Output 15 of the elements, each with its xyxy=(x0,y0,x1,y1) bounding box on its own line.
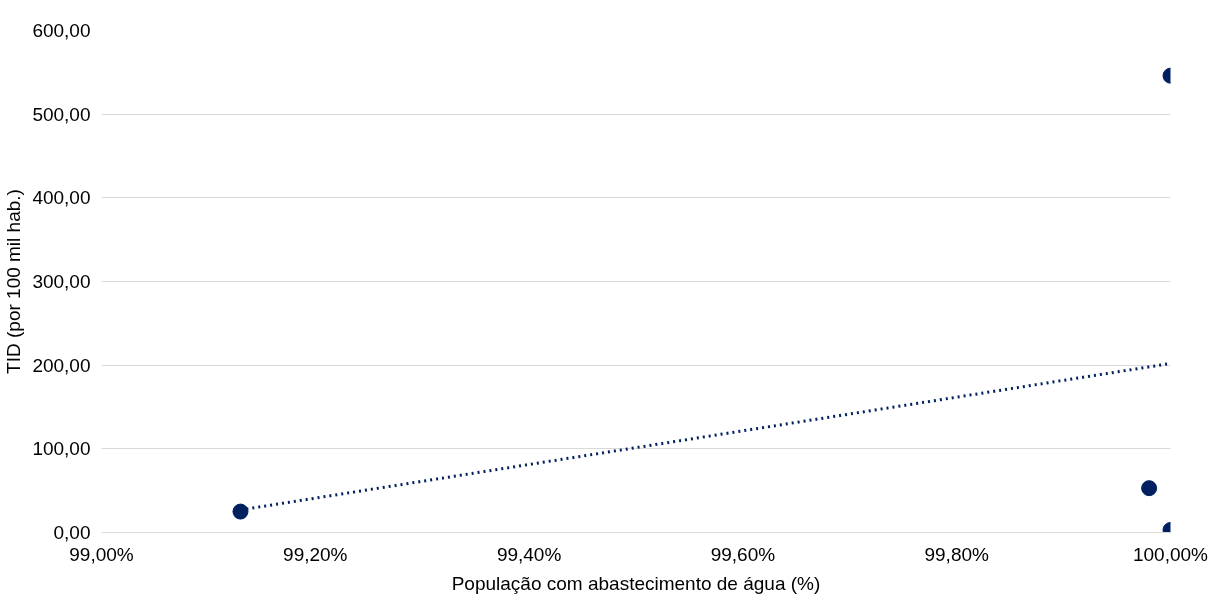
x-tick-label: 99,20% xyxy=(283,543,348,565)
x-tick-label: 99,40% xyxy=(496,543,562,565)
y-tick-label: 200,00 xyxy=(32,354,91,376)
y-tick-label: 400,00 xyxy=(32,187,91,209)
x-tick-label: 99,60% xyxy=(710,543,776,565)
x-axis-title: População com abastecimento de água (%) xyxy=(451,572,821,594)
y-tick-label: 0,00 xyxy=(53,522,91,543)
y-tick-label: 600,00 xyxy=(32,20,91,41)
x-tick-label: 99,00% xyxy=(69,543,134,565)
y-tick-label: 100,00 xyxy=(32,438,91,460)
x-tick-label: 100,00% xyxy=(1133,543,1209,565)
y-tick-label: 300,00 xyxy=(32,271,91,292)
y-axis-title: TID (por 100 mil hab.) xyxy=(3,189,25,374)
x-tick-label: 99,80% xyxy=(924,543,990,565)
y-tick-label: 500,00 xyxy=(32,103,91,125)
